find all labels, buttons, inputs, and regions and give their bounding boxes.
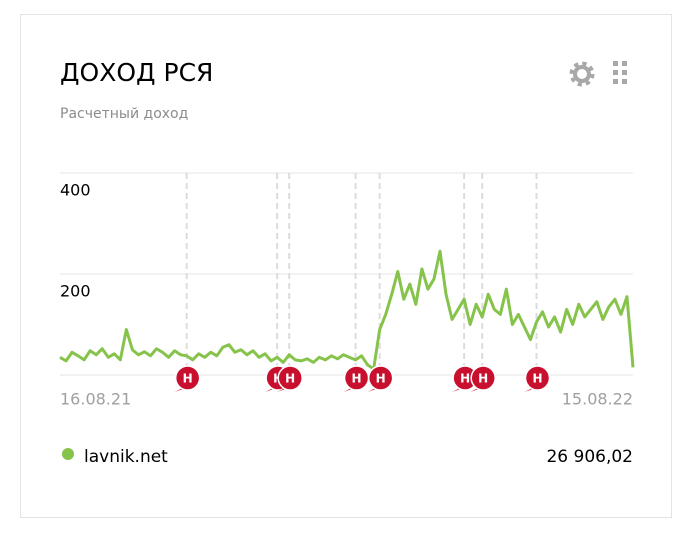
- series-line: [59, 249, 635, 371]
- event-marker[interactable]: Н: [470, 365, 496, 392]
- x-tick-label: 15.08.22: [562, 390, 633, 409]
- event-label: Н: [285, 372, 295, 386]
- event-marker[interactable]: Н: [343, 365, 370, 392]
- total: 26 906,02: [546, 447, 633, 467]
- event-label: Н: [352, 372, 362, 386]
- y-tick-label: 200: [60, 282, 91, 301]
- event-marker[interactable]: Н: [277, 365, 303, 392]
- event-label: Н: [376, 372, 386, 386]
- legend-dot: [62, 448, 74, 460]
- legend-label: lavnik.net: [84, 447, 168, 467]
- event-label: Н: [183, 372, 193, 386]
- card: [20, 14, 672, 518]
- settings-icon[interactable]: [569, 61, 595, 87]
- drag-icon[interactable]: [613, 61, 627, 84]
- title: ДОХОД РСЯ: [60, 58, 213, 87]
- event-label: Н: [460, 372, 470, 386]
- x-tick-label: 16.08.21: [60, 390, 131, 409]
- event-marker[interactable]: Н: [367, 365, 394, 392]
- event-marker[interactable]: Н: [524, 365, 551, 392]
- y-tick-label: 400: [60, 181, 91, 200]
- event-label: Н: [532, 372, 542, 386]
- event-marker[interactable]: Н: [174, 365, 201, 392]
- event-label: Н: [478, 372, 488, 386]
- subtitle: Расчетный доход: [60, 106, 188, 122]
